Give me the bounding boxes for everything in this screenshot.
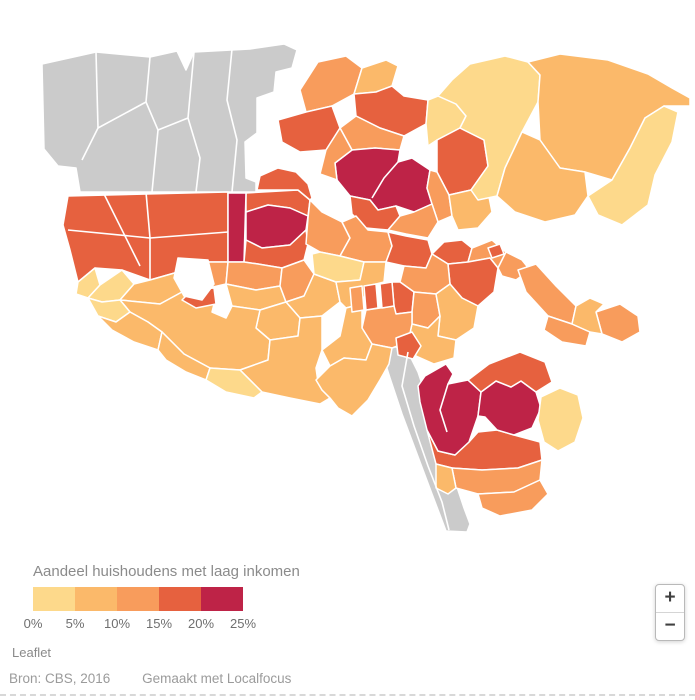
leaflet-attribution-link[interactable]: Leaflet (12, 645, 52, 660)
map-region[interactable] (299, 55, 363, 113)
map-region[interactable] (517, 263, 577, 325)
map-region[interactable] (587, 105, 679, 226)
region-inner-boundary (97, 101, 147, 129)
bottom-dashed-divider (0, 694, 695, 696)
map-region[interactable] (496, 131, 589, 223)
legend-swatch (117, 587, 159, 611)
map-region[interactable] (349, 285, 365, 313)
water-area[interactable] (173, 257, 215, 301)
map-region[interactable] (239, 315, 331, 405)
source-text: Bron: CBS, 2016 (9, 671, 111, 686)
map-region[interactable] (477, 479, 549, 517)
map-region[interactable] (315, 343, 393, 417)
region-inner-boundary (439, 383, 449, 433)
map-region[interactable] (435, 463, 457, 495)
legend-ticks: 0% 5% 10% 15% 20% 25% (24, 616, 300, 632)
legend-tick-label: 10% (103, 616, 131, 631)
region-inner-boundary (145, 56, 159, 193)
zoom-in-button[interactable]: + (664, 587, 676, 608)
map-region[interactable] (319, 127, 353, 181)
map-regions (41, 43, 691, 533)
map-region[interactable] (467, 351, 553, 393)
map-region[interactable] (395, 331, 422, 360)
map-region-no-data[interactable] (41, 43, 298, 193)
map-region[interactable] (379, 281, 395, 309)
credit-text: Gemaakt met Localfocus (142, 671, 292, 686)
region-inner-boundary (103, 193, 141, 267)
map-region[interactable] (417, 363, 482, 456)
map-region[interactable] (205, 367, 263, 399)
legend-tick-label: 15% (145, 616, 173, 631)
map-inner-boundaries (67, 48, 450, 531)
region-inner-boundary (401, 351, 450, 531)
map-region[interactable] (363, 283, 379, 311)
map-region[interactable] (387, 203, 439, 239)
legend-tick-label: 5% (65, 616, 85, 631)
legend-swatch (33, 587, 75, 611)
map-region[interactable] (256, 167, 313, 201)
region-inner-boundary (149, 231, 229, 239)
legend-swatch (201, 587, 243, 611)
legend-swatches (33, 587, 300, 611)
map-region[interactable] (537, 387, 584, 452)
region-inner-boundary (157, 117, 189, 131)
map-region[interactable] (571, 297, 605, 335)
legend-tick-label: 25% (229, 616, 257, 631)
map-region[interactable] (426, 169, 453, 223)
map-region[interactable] (305, 199, 351, 257)
choropleth-map[interactable] (0, 0, 695, 560)
region-inner-boundary (226, 48, 238, 193)
region-inner-boundary (371, 161, 399, 199)
legend: Aandeel huishoudens met laag inkomen 0% 5… (24, 563, 300, 632)
legend-swatch (75, 587, 117, 611)
region-inner-boundary (67, 229, 151, 239)
footer: Bron: CBS, 2016 Gemaakt met Localfocus (9, 671, 291, 686)
map-region[interactable] (595, 303, 641, 343)
legend-title: Aandeel huishoudens met laag inkomen (33, 563, 300, 580)
legend-tick-label: 0% (23, 616, 43, 631)
zoom-control: + − (655, 584, 685, 641)
legend-swatch (159, 587, 201, 611)
legend-tick-label: 20% (187, 616, 215, 631)
map-region[interactable] (487, 243, 505, 259)
region-inner-boundary (187, 51, 201, 193)
zoom-out-button[interactable]: − (656, 612, 684, 640)
map-region[interactable] (227, 192, 247, 263)
